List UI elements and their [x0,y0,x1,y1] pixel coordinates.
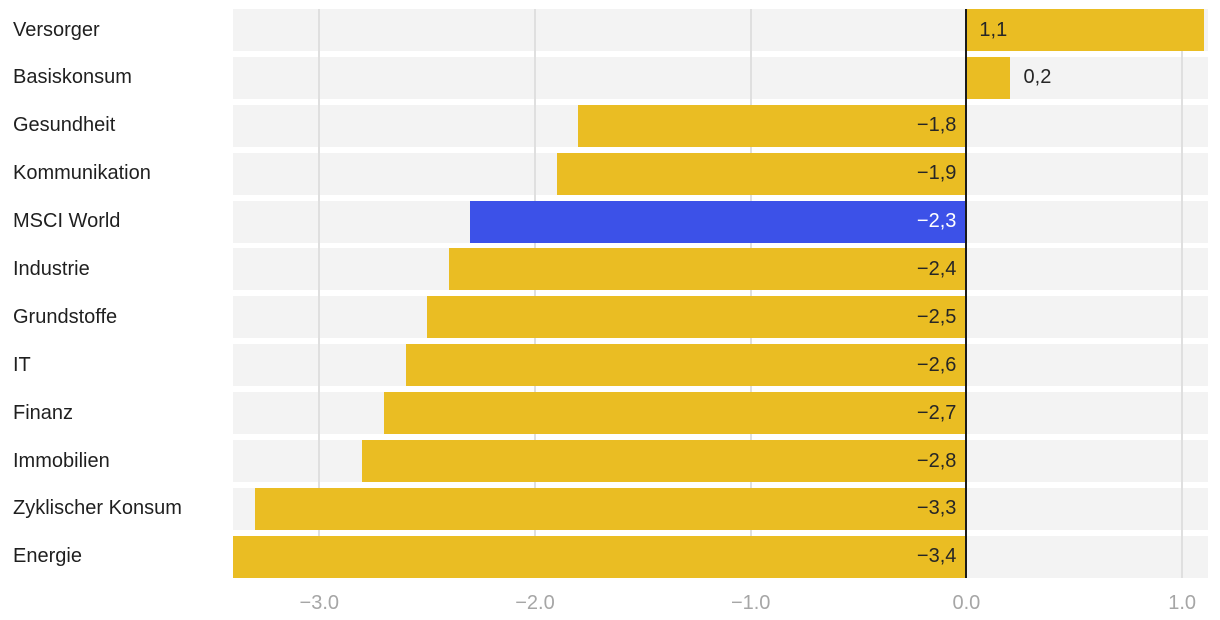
gridline [318,9,321,578]
category-label: Grundstoffe [13,305,118,328]
value-label: 0,2 [1023,66,1052,89]
x-tick-label: 1.0 [1168,592,1197,614]
bar: −2,5 [427,296,967,339]
bar-row: −2,5 [233,296,1208,339]
category-label: Basiskonsum [13,66,132,89]
value-label: −2,5 [916,305,957,328]
plot-area: 1,1 0,2 −1,8 −1,9 −2,3 −2,4 −2,5 −2,6 −2,7 −2,8 −3… [233,9,1208,578]
bar: −3,4 [233,535,967,578]
bar-row: −2,3 [233,200,1208,243]
gridline [533,9,536,578]
x-tick-label: −3.0 [299,592,340,614]
bar-row: −3,4 [233,535,1208,578]
bar-highlight: −2,3 [470,200,967,243]
bar-row: −2,6 [233,344,1208,387]
value-label: −1,8 [916,114,957,137]
bar-row: −1,9 [233,152,1208,195]
bar: −1,8 [578,104,967,147]
category-label: IT [13,353,31,376]
gridline [1181,9,1184,578]
bar-row: −1,8 [233,104,1208,147]
value-label: −2,4 [916,257,957,280]
x-tick-label: −1.0 [730,592,771,614]
bar: −2,7 [383,392,967,435]
bar-row: −2,4 [233,248,1208,291]
category-label: Versorger [13,18,100,41]
bar-row: −3,3 [233,487,1208,530]
value-label: −1,9 [916,162,957,185]
bar-row: 0,2 [233,56,1208,99]
gridline [749,9,752,578]
value-label: −2,6 [916,353,957,376]
bar: −2,6 [405,344,967,387]
bar: −2,4 [448,248,967,291]
category-label: Finanz [13,401,74,424]
category-label: Industrie [13,257,90,280]
value-label: 1,1 [979,18,1008,41]
value-label: −2,8 [916,449,957,472]
bar-row: −2,8 [233,440,1208,483]
value-label: −3,4 [916,545,957,568]
category-label: Zyklischer Konsum [13,497,182,520]
bar-row: −2,7 [233,392,1208,435]
bar: −1,9 [556,152,967,195]
value-label: −3,3 [916,497,957,520]
category-label: Immobilien [13,449,110,472]
category-label: Energie [13,545,82,568]
zero-axis-line [965,9,968,578]
bar-row: 1,1 [233,9,1208,51]
value-label: −2,3 [916,210,957,233]
category-label-column: Versorger Basiskonsum Gesundheit Kommunikat… [13,9,228,578]
bar: 1,1 [966,9,1204,51]
rows-layer: 1,1 0,2 −1,8 −1,9 −2,3 −2,4 −2,5 −2,6 −2,7 −2,8 −3… [233,9,1208,578]
x-axis: −3.0 −2.0 −1.0 0.0 1.0 [233,592,1208,620]
bar [966,56,1010,99]
category-label: Kommunikation [13,162,151,185]
bar: −3,3 [254,487,967,530]
category-label: MSCI World [13,210,121,233]
value-label: −2,7 [916,401,957,424]
x-tick-label: −2.0 [515,592,555,614]
bar: −2,8 [362,440,967,483]
category-label: Gesundheit [13,114,116,137]
x-tick-label: 0.0 [952,592,981,614]
